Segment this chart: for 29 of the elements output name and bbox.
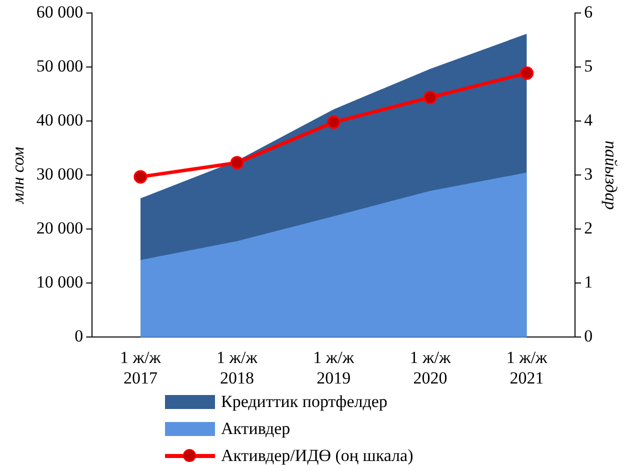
y-tick-label: 20 000 — [36, 218, 84, 238]
point — [423, 90, 437, 104]
y-tick-label: 40 000 — [36, 110, 84, 130]
y-tick-label: 0 — [74, 326, 84, 346]
y2-axis-title: пайыздар — [601, 140, 620, 210]
y-tick-label: 10 000 — [36, 272, 84, 292]
point — [520, 66, 534, 80]
x-tick-label: 1 ж/ж 2018 — [216, 348, 258, 388]
x-tick-label: 1 ж/ж 2021 — [506, 348, 548, 388]
y-tick-label: 60 000 — [36, 2, 84, 22]
point — [134, 170, 148, 184]
x-tick-label: 1 ж/ж 2020 — [410, 348, 451, 388]
x-tick-label: 1 ж/ж 2019 — [313, 348, 354, 388]
y2-tick-label: 1 — [584, 272, 593, 292]
point — [326, 116, 340, 130]
y2-tick-label: 6 — [584, 2, 593, 22]
point — [230, 156, 244, 170]
y-tick-label: 30 000 — [36, 164, 84, 184]
y2-tick-label: 2 — [584, 218, 593, 238]
legend-label: Активдер/ИДӨ (оң шкала) — [221, 446, 414, 466]
y2-tick-label: 4 — [584, 110, 594, 130]
y-axis-title: млн сом — [8, 146, 28, 205]
legend-label: Кредиттик портфелдер — [221, 392, 388, 412]
y-tick-label: 50 000 — [36, 56, 84, 76]
y2-tick-label: 0 — [584, 326, 593, 346]
legend-label: Активдер — [221, 418, 290, 438]
y2-tick-label: 3 — [584, 164, 593, 184]
y2-tick-label: 5 — [584, 56, 593, 76]
x-tick-label: 1 ж/ж 2017 — [120, 348, 162, 388]
